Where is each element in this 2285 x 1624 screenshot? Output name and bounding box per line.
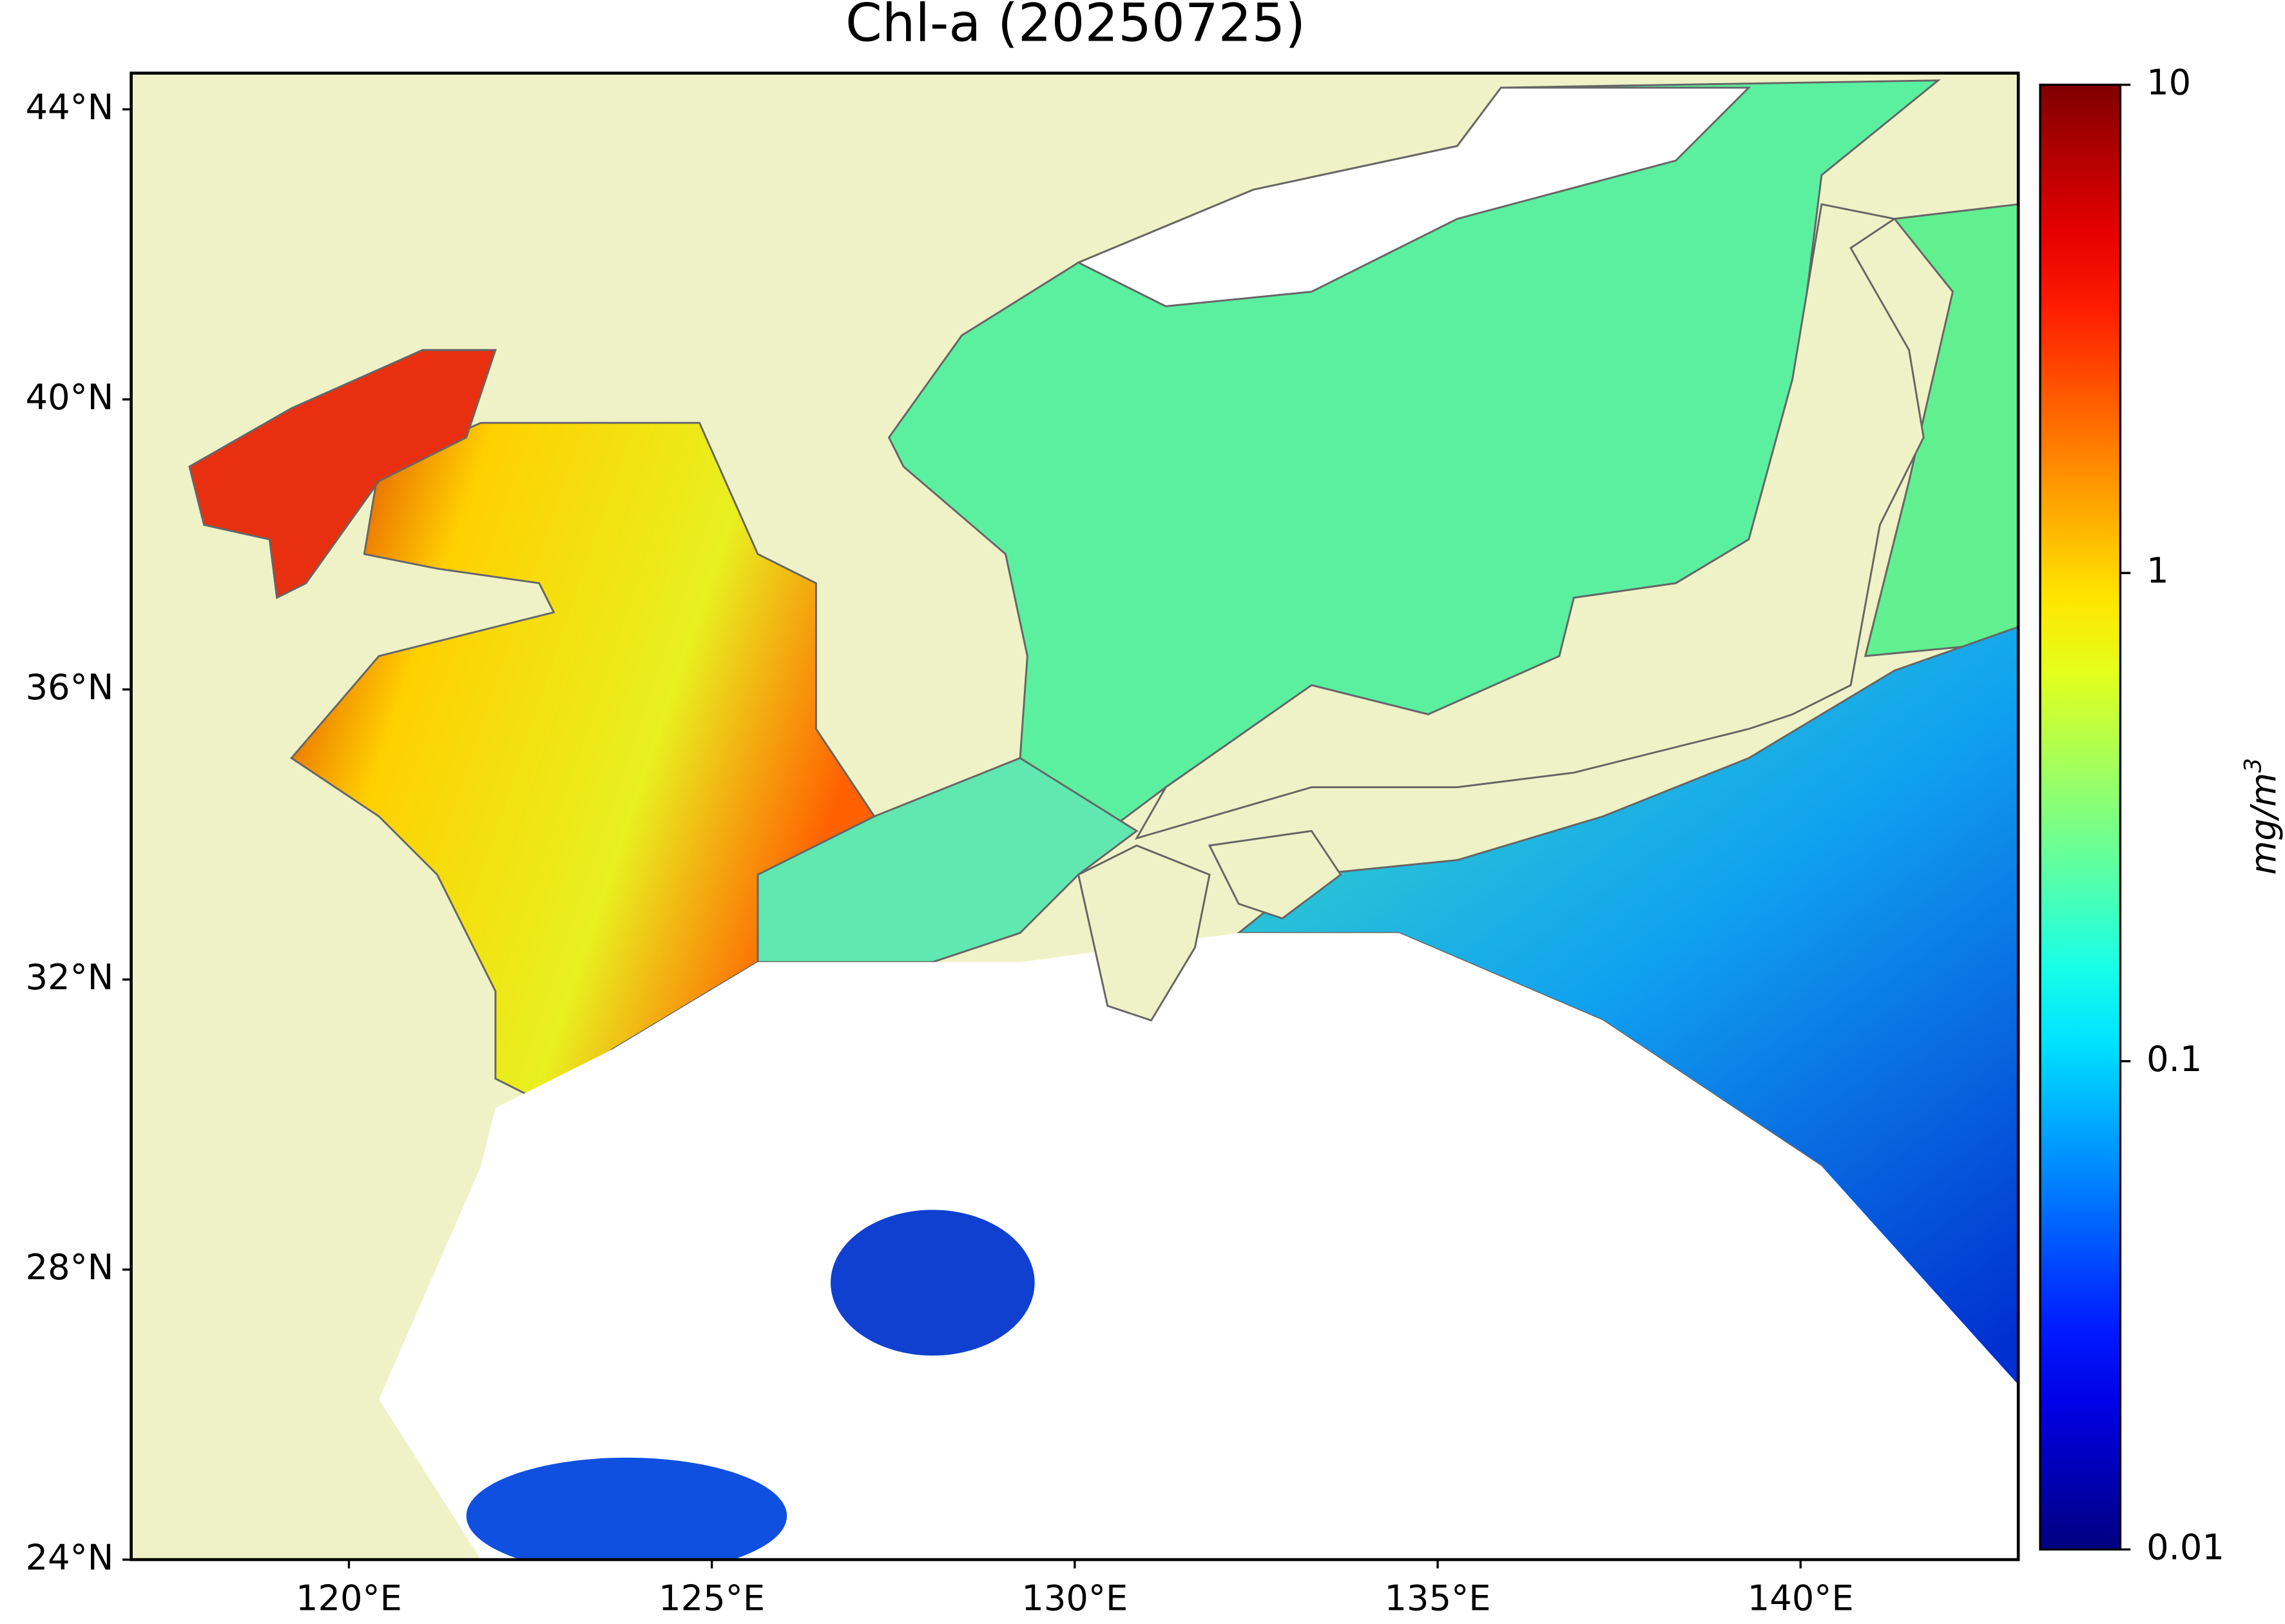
kyushu	[1077, 844, 1211, 1022]
cloud	[1075, 86, 1751, 307]
colorbar-unit: mg/m	[2244, 773, 2284, 875]
taiwan-patch	[466, 1457, 787, 1560]
colorbar-tick-label: 10	[2146, 63, 2191, 103]
y-tick-label: 28°N	[26, 1247, 114, 1288]
clear-sky-gap	[378, 933, 2019, 1560]
x-tick-label: 130°E	[1021, 1578, 1128, 1619]
y-tick-label: 40°N	[26, 377, 114, 418]
colorbar-unit-exponent: 3	[2239, 758, 2267, 773]
x-tick-label: 135°E	[1385, 1578, 1491, 1619]
colorbar	[2039, 83, 2122, 1551]
colorbar-tick-label: 0.1	[2146, 1039, 2202, 1079]
x-tick-label: 140°E	[1748, 1578, 1854, 1619]
japan	[1134, 203, 1925, 840]
x-tick-label: 120°E	[296, 1578, 402, 1619]
yellow-sea	[290, 421, 876, 1109]
bohai	[188, 349, 497, 599]
y-tick-label: 32°N	[26, 957, 114, 998]
y-tick-label: 24°N	[26, 1537, 114, 1578]
colorbar-tick-label: 1	[2146, 550, 2169, 591]
map-layer	[131, 73, 2019, 1560]
title: Chl-a (20250725)	[845, 0, 1306, 54]
shikoku	[1208, 829, 1342, 920]
colorbar-tick-label: 0.01	[2146, 1527, 2224, 1567]
y-tick-label: 36°N	[26, 667, 114, 708]
x-tick-label: 125°E	[659, 1578, 765, 1619]
colorbar-label: mg/m3	[2239, 758, 2284, 875]
ryukyu-patch	[831, 1210, 1035, 1356]
y-tick-label: 44°N	[26, 87, 114, 128]
